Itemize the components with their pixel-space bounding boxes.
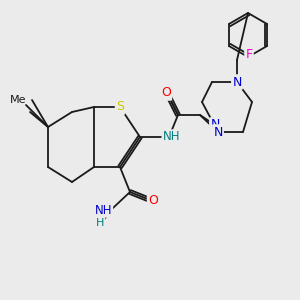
Text: H: H (96, 218, 104, 228)
Text: S: S (116, 100, 124, 113)
Text: F: F (245, 49, 253, 62)
Text: N: N (210, 118, 220, 131)
Text: O: O (161, 86, 171, 100)
Text: NH: NH (94, 203, 112, 217)
Text: N: N (213, 125, 223, 139)
Text: Me: Me (10, 95, 26, 105)
Text: O: O (148, 194, 158, 206)
Text: NH: NH (163, 130, 181, 143)
Text: N: N (232, 76, 242, 88)
